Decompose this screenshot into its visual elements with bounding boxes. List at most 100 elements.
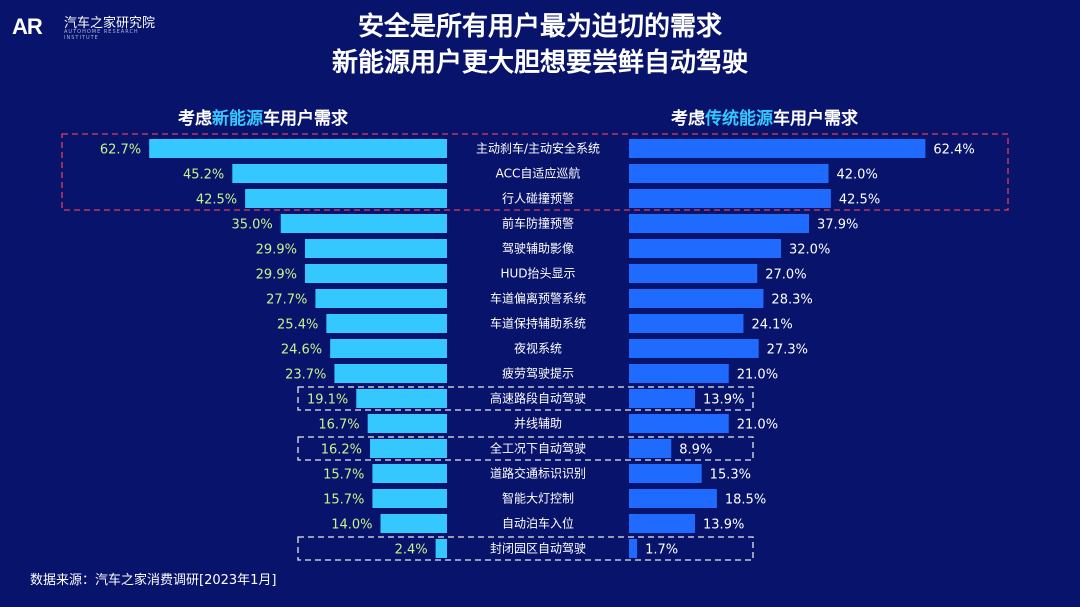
right-value-label: 13.9% — [703, 518, 744, 533]
category-label: 并线辅助 — [514, 417, 562, 431]
left-bar — [280, 214, 447, 233]
right-value-label: 32.0% — [789, 243, 830, 258]
logo-subtitle: AUTOHOME RESEARCH INSTITUTE — [64, 29, 139, 41]
left-bar — [356, 389, 447, 408]
title-line-1: 安全是所有用户最为迫切的需求 — [357, 12, 722, 42]
right-bar — [629, 239, 781, 258]
right-series-header: 考虑传统能源车用户需求 — [671, 104, 858, 129]
left-bar — [232, 164, 447, 183]
right-header-highlight: 传统能源 — [705, 109, 773, 129]
left-header-prefix: 考虑 — [178, 109, 212, 129]
right-bar — [629, 389, 696, 408]
left-bar — [304, 264, 447, 283]
category-label: 车道偏离预警系统 — [490, 291, 586, 306]
left-bar — [372, 489, 447, 508]
category-label: 车道保持辅助系统 — [490, 316, 586, 331]
right-value-label: 18.5% — [725, 493, 766, 508]
left-value-label: 23.7% — [285, 368, 326, 383]
category-label: 疲劳驾驶提示 — [502, 366, 574, 381]
right-bar — [629, 364, 729, 383]
left-value-label: 15.7% — [323, 493, 364, 508]
right-value-label: 8.9% — [679, 443, 712, 458]
highlight-box-white — [297, 436, 754, 461]
right-bar — [629, 339, 759, 358]
right-value-label: 21.0% — [737, 418, 778, 433]
left-value-label: 15.7% — [323, 468, 364, 483]
right-value-label: 28.3% — [771, 293, 812, 308]
right-value-label: 37.9% — [817, 218, 858, 233]
right-value-label: 62.4% — [933, 143, 974, 158]
left-bar — [370, 439, 447, 458]
category-label: 道路交通标识识别 — [490, 466, 586, 481]
left-bar — [367, 414, 447, 433]
left-value-label: 16.7% — [318, 418, 359, 433]
right-bar — [629, 464, 702, 483]
data-source-note: 数据来源：汽车之家消费调研[2023年1月] — [30, 573, 277, 588]
right-value-label: 42.0% — [837, 168, 878, 183]
left-bar — [435, 539, 447, 558]
category-label: 全工况下自动驾驶 — [490, 441, 586, 456]
title-line-2: 新能源用户更大胆想要尝鲜自动驾驶 — [331, 48, 748, 78]
right-bar — [629, 189, 831, 208]
right-bar — [629, 289, 764, 308]
right-bar — [629, 539, 638, 558]
left-value-label: 45.2% — [183, 168, 224, 183]
category-label: ACC自适应巡航 — [496, 166, 581, 181]
left-value-label: 16.2% — [321, 443, 362, 458]
left-bar — [326, 314, 447, 333]
left-value-label: 19.1% — [307, 393, 348, 408]
right-bar — [629, 489, 717, 508]
category-label: 主动刹车/主动安全系统 — [476, 141, 600, 156]
left-bar — [315, 289, 447, 308]
right-bar — [629, 439, 672, 458]
left-header-highlight: 新能源 — [212, 109, 263, 129]
left-series-header: 考虑新能源车用户需求 — [178, 104, 348, 129]
highlight-box-red — [61, 133, 1009, 211]
right-value-label: 24.1% — [751, 318, 792, 333]
logo-mark: AR — [12, 14, 43, 39]
left-value-label: 24.6% — [281, 343, 322, 358]
category-label: HUD抬头显示 — [500, 267, 575, 281]
left-value-label: 27.7% — [266, 293, 307, 308]
left-value-label: 35.0% — [231, 218, 272, 233]
left-bar — [380, 514, 447, 533]
left-bar — [330, 339, 447, 358]
category-label: 高速路段自动驾驶 — [490, 391, 586, 406]
right-bar — [629, 264, 758, 283]
right-bar — [629, 414, 729, 433]
left-value-label: 29.9% — [256, 243, 297, 258]
brand-logo: AR 汽车之家研究院 AUTOHOME RESEARCH INSTITUTE — [12, 10, 172, 42]
category-label: 智能大灯控制 — [502, 491, 574, 506]
left-value-label: 25.4% — [277, 318, 318, 333]
right-value-label: 27.3% — [767, 343, 808, 358]
category-label: 夜视系统 — [514, 341, 562, 356]
category-label: 驾驶辅助影像 — [502, 241, 574, 256]
right-value-label: 21.0% — [737, 368, 778, 383]
category-label: 自动泊车入位 — [502, 516, 574, 531]
left-bar — [149, 139, 448, 158]
category-label: 封闭园区自动驾驶 — [490, 541, 586, 556]
left-value-label: 2.4% — [395, 543, 428, 558]
right-value-label: 27.0% — [765, 268, 806, 283]
left-header-suffix: 车用户需求 — [263, 109, 348, 129]
right-value-label: 42.5% — [839, 193, 880, 208]
right-value-label: 1.7% — [645, 543, 678, 558]
logo-name: 汽车之家研究院 — [64, 16, 156, 31]
left-bar — [304, 239, 447, 258]
left-value-label: 29.9% — [256, 268, 297, 283]
left-value-label: 42.5% — [196, 193, 237, 208]
left-value-label: 62.7% — [100, 143, 141, 158]
right-header-suffix: 车用户需求 — [773, 109, 858, 129]
right-bar — [629, 514, 696, 533]
right-bar — [629, 314, 744, 333]
right-header-prefix: 考虑 — [671, 109, 705, 129]
left-value-label: 14.0% — [331, 518, 372, 533]
right-bar — [629, 164, 829, 183]
left-bar — [372, 464, 447, 483]
highlight-box-white — [297, 386, 754, 411]
category-label: 行人碰撞预警 — [502, 191, 574, 206]
right-bar — [629, 139, 926, 158]
left-bar — [245, 189, 447, 208]
right-value-label: 15.3% — [710, 468, 751, 483]
